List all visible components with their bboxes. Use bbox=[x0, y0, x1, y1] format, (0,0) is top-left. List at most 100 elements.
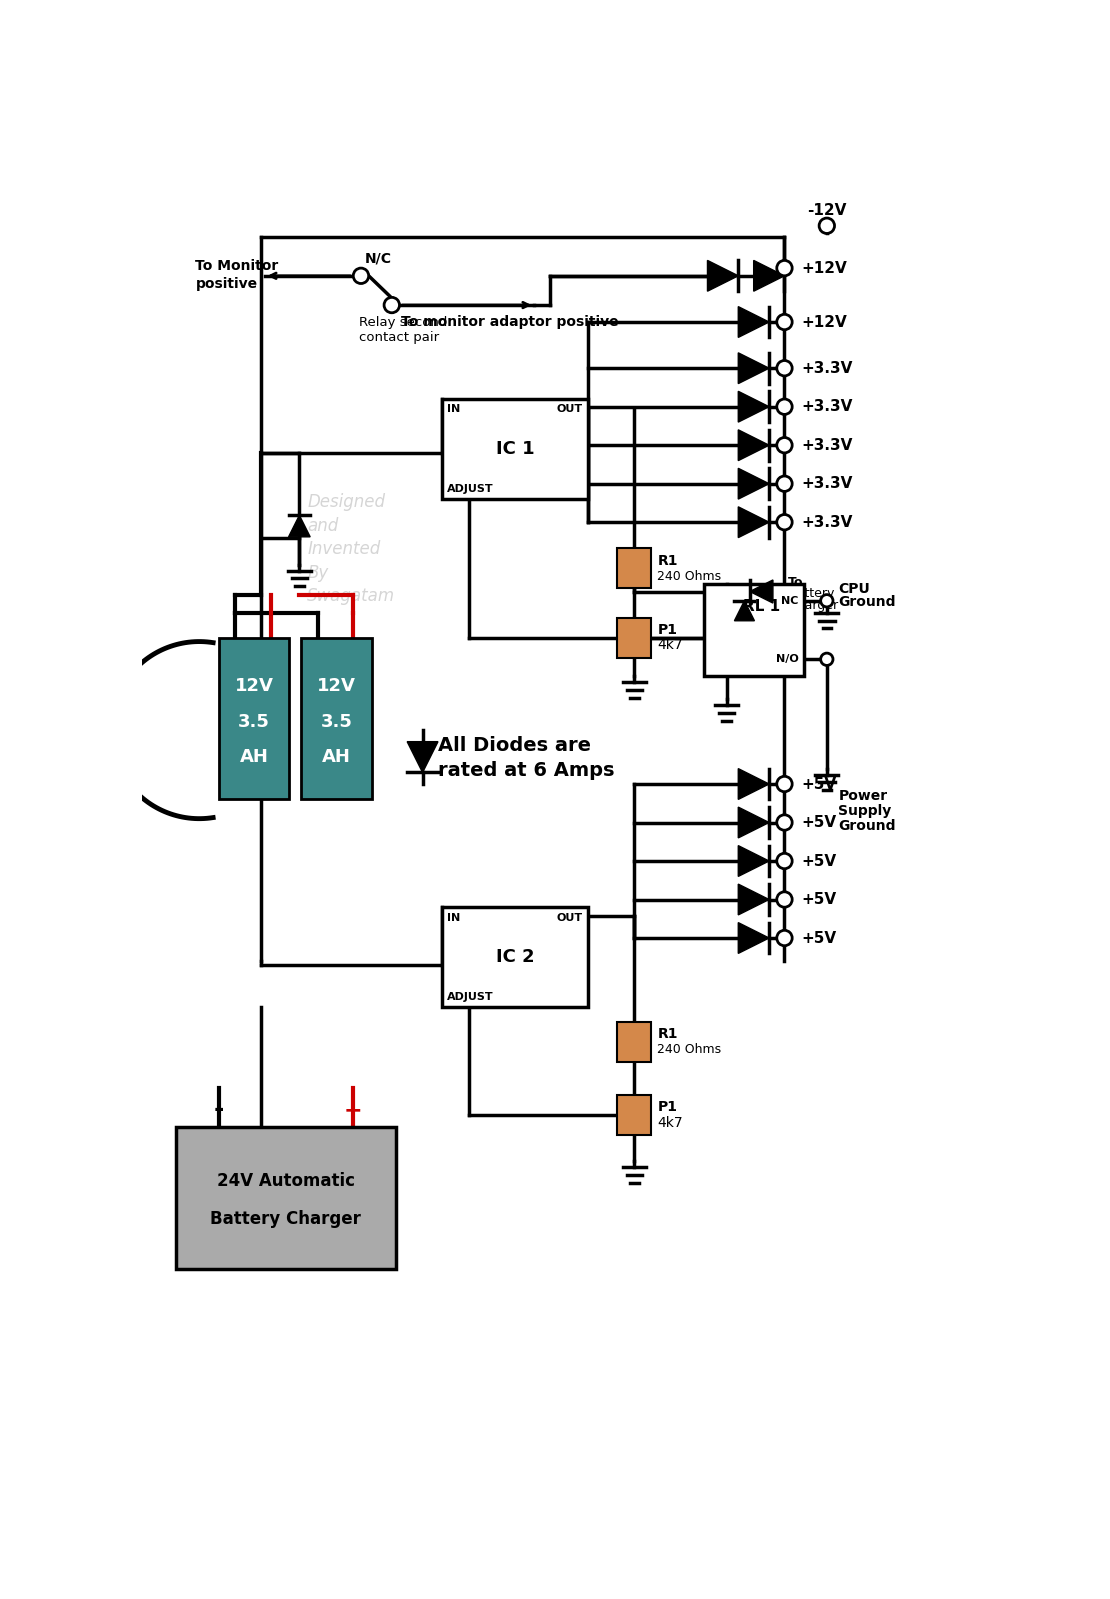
Polygon shape bbox=[750, 580, 773, 603]
Text: R1: R1 bbox=[657, 553, 678, 568]
Text: AH: AH bbox=[240, 748, 269, 766]
Polygon shape bbox=[707, 261, 738, 291]
Circle shape bbox=[777, 892, 793, 907]
Text: P1: P1 bbox=[657, 624, 677, 636]
Circle shape bbox=[777, 515, 793, 529]
Text: +3.3V: +3.3V bbox=[801, 515, 852, 529]
Text: -12V: -12V bbox=[807, 203, 847, 217]
Polygon shape bbox=[738, 353, 769, 384]
Polygon shape bbox=[735, 601, 755, 620]
Text: contact pair: contact pair bbox=[360, 331, 440, 344]
Text: positive: positive bbox=[195, 277, 258, 291]
Polygon shape bbox=[738, 392, 769, 422]
Text: N/O: N/O bbox=[776, 654, 798, 664]
Text: IC 2: IC 2 bbox=[496, 948, 534, 966]
Polygon shape bbox=[407, 742, 438, 772]
Circle shape bbox=[819, 217, 835, 233]
Text: 12V: 12V bbox=[234, 678, 273, 696]
Bar bbox=[617, 617, 652, 657]
Text: To: To bbox=[788, 576, 804, 588]
Polygon shape bbox=[738, 430, 769, 461]
Circle shape bbox=[777, 931, 793, 945]
Text: Power: Power bbox=[838, 788, 888, 803]
Text: Supply: Supply bbox=[838, 804, 891, 819]
Bar bbox=[176, 1127, 395, 1270]
Circle shape bbox=[777, 400, 793, 414]
Circle shape bbox=[384, 297, 400, 313]
Text: +5V: +5V bbox=[801, 815, 837, 830]
Polygon shape bbox=[738, 846, 769, 876]
Bar bbox=[301, 638, 372, 800]
Text: +3.3V: +3.3V bbox=[801, 361, 852, 376]
Circle shape bbox=[777, 315, 793, 329]
Text: +5V: +5V bbox=[801, 931, 837, 945]
Bar bbox=[442, 907, 588, 1007]
Circle shape bbox=[820, 652, 832, 665]
Text: P1: P1 bbox=[657, 1100, 677, 1115]
Text: N/C: N/C bbox=[365, 253, 392, 265]
Bar bbox=[704, 584, 804, 676]
Text: OUT: OUT bbox=[556, 913, 583, 923]
Text: RL 1: RL 1 bbox=[743, 600, 780, 614]
Text: Ground: Ground bbox=[838, 819, 896, 833]
Polygon shape bbox=[738, 884, 769, 915]
Text: +5V: +5V bbox=[801, 854, 837, 868]
Text: 12V: 12V bbox=[316, 678, 356, 696]
Circle shape bbox=[777, 261, 793, 275]
Text: +3.3V: +3.3V bbox=[801, 477, 852, 491]
Bar bbox=[442, 400, 588, 499]
Text: All Diodes are: All Diodes are bbox=[438, 736, 591, 755]
Polygon shape bbox=[738, 769, 769, 800]
Text: ADJUST: ADJUST bbox=[447, 484, 494, 494]
Bar bbox=[617, 548, 652, 588]
Circle shape bbox=[777, 438, 793, 453]
Text: ADJUST: ADJUST bbox=[447, 991, 494, 1003]
Text: IN: IN bbox=[447, 405, 461, 414]
Circle shape bbox=[777, 854, 793, 868]
Text: +3.3V: +3.3V bbox=[801, 400, 852, 414]
Text: IN: IN bbox=[447, 913, 461, 923]
Text: +12V: +12V bbox=[801, 315, 847, 329]
Text: 3.5: 3.5 bbox=[238, 713, 270, 731]
Text: 240 Ohms: 240 Ohms bbox=[657, 569, 722, 582]
Text: rated at 6 Amps: rated at 6 Amps bbox=[438, 761, 615, 780]
Text: IC 1: IC 1 bbox=[496, 440, 534, 457]
Polygon shape bbox=[754, 261, 785, 291]
Circle shape bbox=[353, 269, 369, 283]
Polygon shape bbox=[738, 469, 769, 499]
Text: 4k7: 4k7 bbox=[657, 1116, 683, 1130]
Circle shape bbox=[820, 595, 832, 608]
Bar bbox=[617, 1095, 652, 1135]
Text: Ground: Ground bbox=[838, 595, 896, 609]
Text: Battery Charger: Battery Charger bbox=[211, 1210, 362, 1228]
Text: CPU: CPU bbox=[838, 582, 870, 596]
Circle shape bbox=[777, 360, 793, 376]
Text: 3.5: 3.5 bbox=[321, 713, 352, 731]
Text: OUT: OUT bbox=[556, 405, 583, 414]
Bar bbox=[219, 638, 290, 800]
Polygon shape bbox=[289, 515, 310, 537]
Text: To monitor adaptor positive: To monitor adaptor positive bbox=[401, 315, 618, 329]
Text: +: + bbox=[344, 1102, 363, 1121]
Circle shape bbox=[777, 815, 793, 830]
Polygon shape bbox=[738, 507, 769, 537]
Text: Charger: Charger bbox=[788, 600, 838, 612]
Text: Designed
and
Invented
By
Swagatam: Designed and Invented By Swagatam bbox=[307, 492, 395, 606]
Bar bbox=[617, 1022, 652, 1062]
Text: 240 Ohms: 240 Ohms bbox=[657, 1043, 722, 1057]
Text: +5V: +5V bbox=[801, 892, 837, 907]
Text: 4k7: 4k7 bbox=[657, 638, 683, 652]
Text: -: - bbox=[213, 1097, 224, 1121]
Circle shape bbox=[777, 776, 793, 792]
Text: Battery: Battery bbox=[788, 587, 835, 600]
Polygon shape bbox=[738, 807, 769, 838]
Text: +3.3V: +3.3V bbox=[801, 438, 852, 453]
Text: +5V: +5V bbox=[801, 777, 837, 792]
Polygon shape bbox=[738, 923, 769, 953]
Polygon shape bbox=[738, 307, 769, 337]
Text: AH: AH bbox=[322, 748, 351, 766]
Text: R1: R1 bbox=[657, 1027, 678, 1041]
Circle shape bbox=[777, 477, 793, 491]
Text: NC: NC bbox=[781, 596, 798, 606]
Text: 24V Automatic: 24V Automatic bbox=[216, 1172, 355, 1190]
